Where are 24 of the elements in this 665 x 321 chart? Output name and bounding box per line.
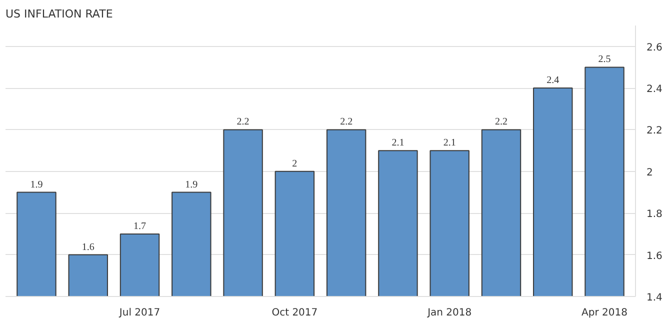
data-label: 2.2 xyxy=(340,116,353,128)
y-tick-label: 2.4 xyxy=(646,84,662,96)
data-label: 2.2 xyxy=(494,116,508,128)
y-tick-label: 1.4 xyxy=(646,292,662,304)
data-label: 2.5 xyxy=(598,54,611,66)
y-tick-label: 1.6 xyxy=(646,250,662,262)
data-label: 1.9 xyxy=(185,179,198,190)
y-tick-label: 2.2 xyxy=(646,126,662,137)
chart-title: US INFLATION RATE xyxy=(6,8,113,20)
y-tick-label: 2 xyxy=(646,167,653,178)
data-label: 1.6 xyxy=(82,242,94,253)
data-label: 1.7 xyxy=(134,220,146,232)
x-tick-label: Oct 2017 xyxy=(272,308,318,318)
x-tick-label: Jul 2017 xyxy=(118,308,160,318)
x-tick-label: Jan 2018 xyxy=(426,308,472,318)
data-label: 2.4 xyxy=(546,75,560,86)
data-label: 2.2 xyxy=(236,116,250,128)
data-label: 2.1 xyxy=(392,138,404,149)
y-tick-label: 1.8 xyxy=(646,209,662,220)
data-label: 2.1 xyxy=(443,138,456,149)
data-label: 2 xyxy=(292,158,298,170)
x-tick-label: Apr 2018 xyxy=(582,308,628,318)
y-tick-label: 2.6 xyxy=(646,42,662,54)
data-label: 1.9 xyxy=(30,179,43,190)
